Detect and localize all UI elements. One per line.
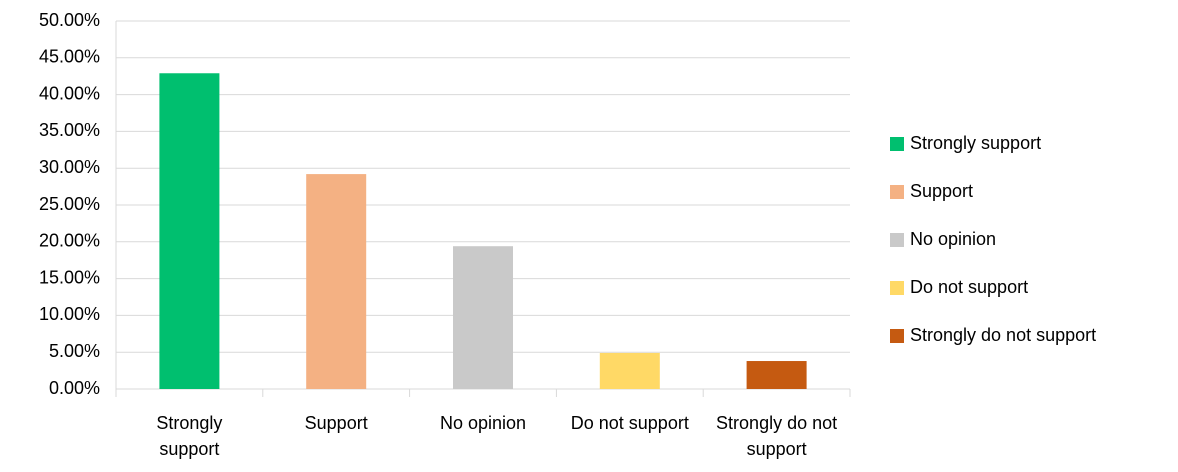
y-tick-label: 25.00% (39, 194, 100, 214)
bar (599, 352, 660, 389)
y-tick-label: 0.00% (49, 378, 100, 398)
bar (746, 361, 807, 389)
y-tick-label: 10.00% (39, 304, 100, 324)
legend-label: Support (910, 181, 973, 201)
x-tick-label: Do not support (570, 413, 689, 433)
y-tick-label: 50.00% (39, 10, 100, 30)
legend-label: Strongly support (910, 133, 1041, 153)
legend-swatch (890, 137, 904, 151)
legend-label: No opinion (910, 229, 996, 249)
legend-swatch (890, 329, 904, 343)
y-tick-label: 15.00% (39, 267, 100, 287)
y-tick-label: 20.00% (39, 231, 100, 251)
x-tick-label: Strongly do not support (716, 413, 838, 459)
y-tick-label: 40.00% (39, 83, 100, 103)
bar (453, 246, 513, 389)
y-tick-label: 5.00% (49, 341, 100, 361)
legend-label: Do not support (910, 277, 1028, 297)
y-tick-label: 30.00% (39, 157, 100, 177)
legend-swatch (890, 233, 904, 247)
x-tick-label: Strongly support (156, 413, 223, 459)
y-tick-label: 35.00% (39, 120, 100, 140)
y-tick-label: 45.00% (39, 47, 100, 67)
bar (159, 73, 220, 390)
x-tick-label: Support (304, 413, 368, 433)
x-tick-label: No opinion (439, 413, 527, 433)
legend-swatch (890, 281, 904, 295)
bar (306, 174, 367, 389)
legend-label: Strongly do not support (910, 325, 1096, 345)
legend-swatch (890, 185, 904, 199)
